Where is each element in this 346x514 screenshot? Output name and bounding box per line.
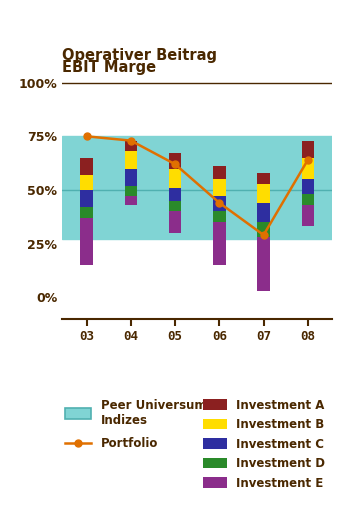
Bar (213, 222, 226, 265)
Bar (302, 194, 314, 205)
Bar (62, 136, 332, 240)
Bar (80, 218, 93, 265)
Text: Operativer Beitrag: Operativer Beitrag (62, 48, 217, 63)
Text: EBIT Marge: EBIT Marge (62, 60, 156, 75)
Bar (302, 179, 314, 194)
Bar (80, 175, 93, 190)
Bar (213, 167, 226, 179)
Bar (169, 211, 181, 233)
Bar (169, 169, 181, 188)
Bar (80, 158, 93, 175)
Bar (257, 203, 270, 222)
Bar (302, 205, 314, 227)
Bar (302, 158, 314, 179)
Bar (80, 190, 93, 207)
Bar (257, 173, 270, 183)
Bar (125, 151, 137, 169)
Bar (125, 196, 137, 205)
Legend: Investment A, Investment B, Investment C, Investment D, Investment E: Investment A, Investment B, Investment C… (203, 398, 325, 489)
Bar (169, 200, 181, 211)
Bar (169, 188, 181, 200)
Bar (125, 186, 137, 196)
Bar (302, 141, 314, 158)
Bar (169, 154, 181, 169)
Bar (257, 237, 270, 291)
Bar (80, 207, 93, 218)
Bar (125, 169, 137, 186)
Bar (213, 196, 226, 211)
Bar (213, 179, 226, 196)
Bar (257, 222, 270, 237)
Bar (213, 211, 226, 222)
Bar (125, 141, 137, 151)
Bar (257, 183, 270, 203)
